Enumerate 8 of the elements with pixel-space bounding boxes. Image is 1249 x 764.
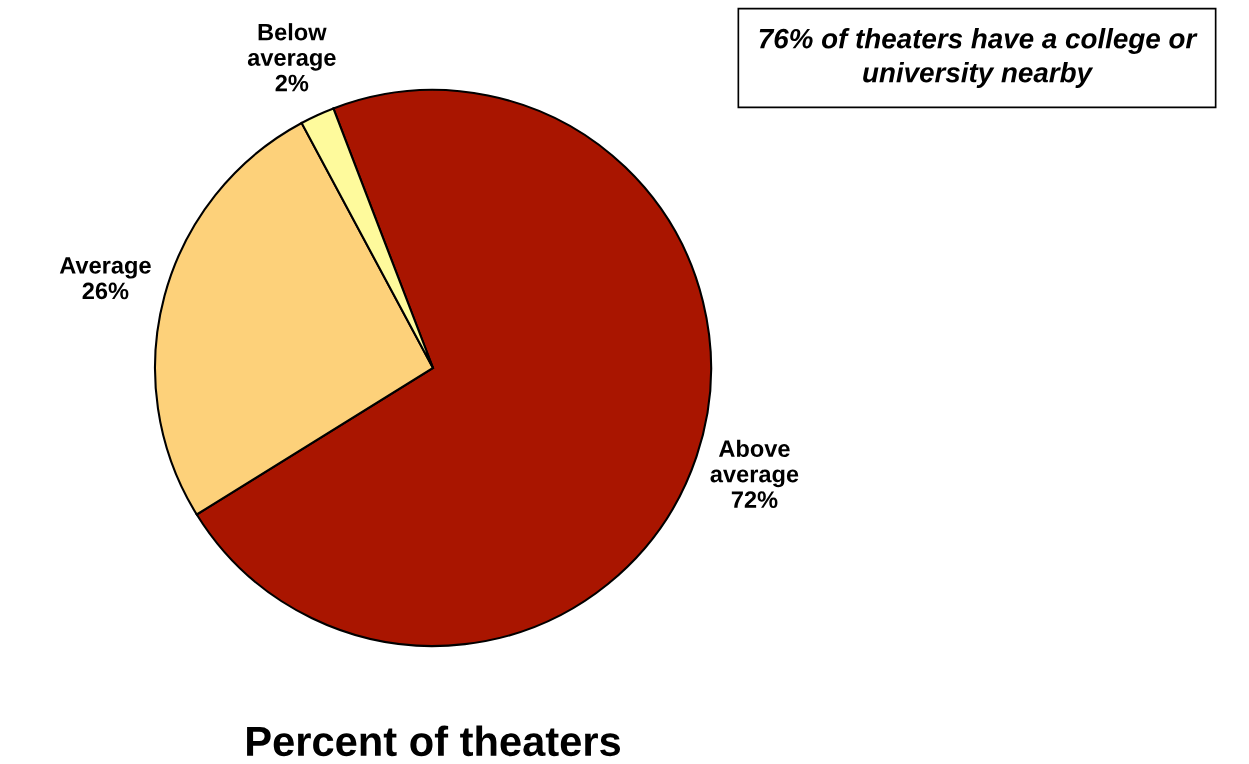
text: Percent of theaters — [247, 725, 621, 757]
slice-label: Below average — [247, 23, 336, 71]
text: 76% of theaters have a college or university nearby — [759, 28, 1198, 88]
slice-label: Above average — [710, 439, 799, 488]
slice-label: Average — [59, 257, 151, 279]
data-label: 72% — [731, 491, 778, 508]
data-label: 26% — [82, 282, 129, 300]
data-label: 2% — [275, 74, 309, 92]
